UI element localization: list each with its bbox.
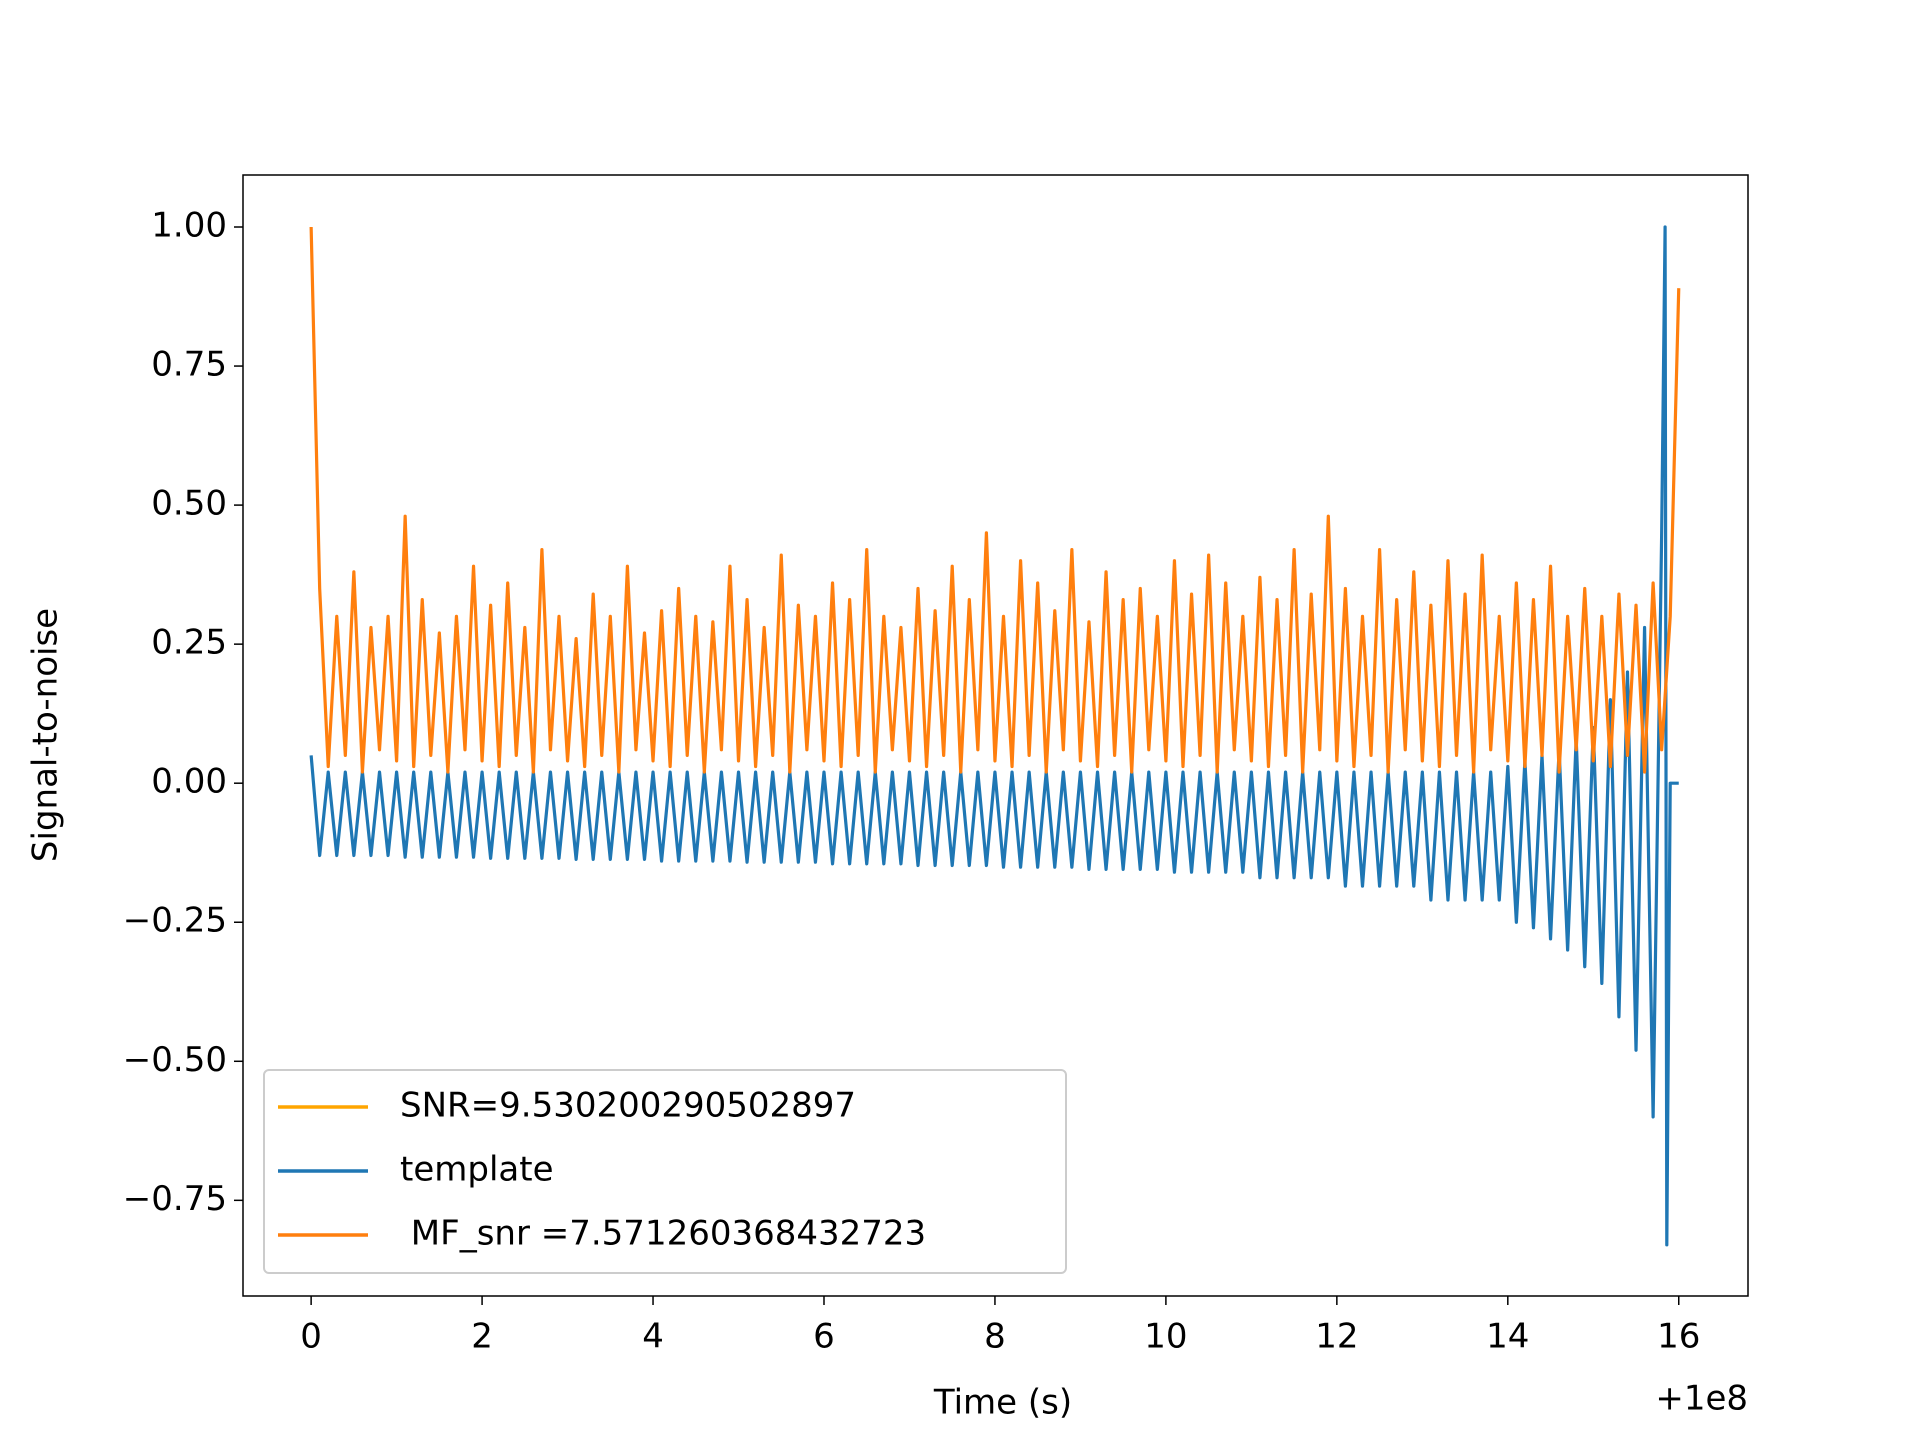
series-line xyxy=(309,226,1681,774)
series-line xyxy=(309,225,1679,1247)
legend-label: SNR=9.530200290502897 xyxy=(400,1086,856,1126)
x-tick-label: 10 xyxy=(1144,1317,1187,1357)
y-tick-label: 0.00 xyxy=(151,762,227,802)
x-tick-label: 16 xyxy=(1657,1317,1700,1357)
x-axis-label: Time (s) xyxy=(933,1383,1072,1423)
legend-label: template xyxy=(400,1150,553,1190)
x-tick-label: 12 xyxy=(1315,1317,1358,1357)
x-tick-label: 0 xyxy=(300,1317,322,1357)
x-tick-label: 4 xyxy=(642,1317,664,1357)
legend-label: MF_snr =7.571260368432723 xyxy=(400,1214,926,1254)
x-offset-label: +1e8 xyxy=(1655,1379,1748,1419)
y-tick-label: −0.50 xyxy=(123,1040,227,1080)
y-tick-label: 0.50 xyxy=(151,484,227,524)
y-tick-label: 0.25 xyxy=(151,623,227,663)
x-tick-label: 8 xyxy=(984,1317,1006,1357)
x-tick-label: 6 xyxy=(813,1317,835,1357)
legend-box xyxy=(263,1069,1067,1274)
x-tick-label: 2 xyxy=(471,1317,493,1357)
y-tick-label: −0.75 xyxy=(123,1179,227,1219)
plot-frame xyxy=(242,174,1749,1297)
x-tick-label: 14 xyxy=(1486,1317,1529,1357)
y-tick-label: −0.25 xyxy=(123,901,227,941)
y-tick-label: 1.00 xyxy=(151,206,227,246)
y-axis-label: Signal-to-noise xyxy=(26,608,66,862)
y-tick-label: 0.75 xyxy=(151,345,227,385)
